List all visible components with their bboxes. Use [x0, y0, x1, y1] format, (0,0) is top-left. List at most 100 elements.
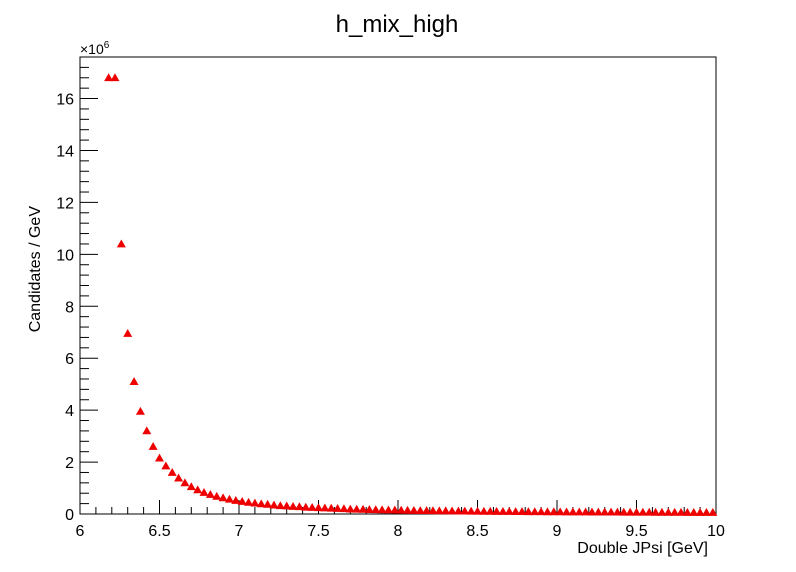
data-point: [231, 495, 241, 504]
y-tick-label: 16: [56, 92, 74, 109]
data-point: [676, 507, 686, 516]
data-point: [301, 502, 311, 511]
y-exponent-power: 6: [104, 40, 110, 51]
data-point: [104, 73, 114, 82]
y-tick-label: 2: [65, 455, 74, 472]
chart-title: h_mix_high: [336, 11, 459, 38]
data-point: [345, 504, 355, 513]
data-point: [110, 73, 120, 82]
data-point: [587, 507, 597, 516]
data-point: [333, 504, 343, 512]
x-tick-label: 9.5: [625, 523, 647, 540]
data-point: [498, 507, 508, 515]
data-point: [135, 406, 145, 415]
data-point: [174, 473, 184, 482]
data-point: [123, 329, 133, 337]
y-tick-label: 8: [65, 299, 74, 316]
x-tick-label: 9: [553, 523, 562, 540]
data-point: [536, 507, 546, 516]
data-point: [371, 505, 381, 514]
data-point: [161, 461, 171, 470]
data-point: [542, 507, 552, 516]
data-point: [256, 499, 266, 508]
data-point: [148, 441, 158, 450]
data-point: [269, 500, 279, 509]
data-point: [186, 482, 196, 491]
data-point: [422, 506, 432, 515]
data-point: [352, 504, 362, 513]
x-tick-label: 6: [76, 523, 85, 540]
data-point: [447, 506, 457, 515]
data-point: [504, 507, 514, 515]
data-point: [250, 498, 260, 507]
y-tick-label: 10: [56, 247, 74, 264]
data-point: [263, 499, 273, 508]
x-tick-label: 7.5: [307, 523, 329, 540]
data-point: [682, 507, 692, 516]
y-tick-label: 6: [65, 351, 74, 368]
data-point: [383, 505, 393, 514]
data-point: [428, 506, 438, 515]
data-point: [517, 507, 527, 516]
data-point: [530, 507, 540, 516]
data-point: [167, 467, 177, 476]
data-point: [193, 485, 203, 494]
data-point: [364, 505, 374, 513]
data-point: [199, 487, 209, 496]
data-point: [600, 507, 610, 516]
data-point: [434, 506, 444, 515]
data-point: [224, 494, 234, 503]
data-point: [441, 506, 451, 515]
data-point: [244, 497, 254, 506]
data-point: [606, 507, 616, 516]
data-point: [403, 505, 413, 514]
data-point: [511, 507, 521, 515]
data-point: [492, 506, 502, 515]
y-axis: 0 2 4 6 8 10 12 14 16: [56, 56, 98, 524]
data-point: [670, 507, 680, 516]
data-point: [638, 507, 648, 516]
data-point: [644, 507, 654, 516]
data-point: [574, 507, 584, 516]
data-point: [320, 503, 330, 512]
data-point: [466, 506, 476, 515]
data-point: [409, 505, 419, 514]
data-point: [155, 453, 164, 462]
data-point: [294, 502, 304, 511]
data-point: [473, 506, 482, 515]
data-point: [708, 508, 718, 516]
x-tick-label: 6.5: [148, 523, 170, 540]
data-point: [237, 497, 247, 505]
data-point: [632, 507, 641, 516]
x-axis: 6 6.5 7 7.5 8 8.5 9 9.5 10: [76, 500, 725, 540]
data-point: [593, 507, 603, 516]
data-point: [358, 504, 368, 513]
y-tick-label: 0: [65, 507, 74, 524]
data-point: [307, 503, 317, 511]
data-point: [314, 503, 323, 512]
data-point: [523, 507, 533, 516]
data-point: [142, 426, 152, 435]
data-point: [180, 478, 190, 487]
data-point: [460, 506, 470, 515]
data-point: [415, 506, 425, 514]
y-axis-label: Candidates / GeV: [27, 206, 44, 333]
data-point: [612, 507, 622, 516]
x-tick-label: 8.5: [466, 523, 488, 540]
data-point: [339, 504, 349, 513]
data-point: [129, 377, 139, 385]
data-point: [568, 507, 578, 516]
data-point: [657, 507, 667, 516]
y-exponent-label: ×106: [80, 40, 110, 57]
data-point: [453, 506, 463, 515]
data-point: [116, 239, 126, 248]
data-point: [549, 507, 559, 516]
data-point: [479, 506, 489, 515]
x-axis-label: Double JPsi [GeV]: [577, 540, 708, 557]
y-tick-label: 4: [65, 403, 74, 420]
data-point: [390, 505, 400, 514]
data-point: [282, 501, 292, 510]
data-point: [326, 503, 336, 512]
data-point: [663, 507, 673, 516]
